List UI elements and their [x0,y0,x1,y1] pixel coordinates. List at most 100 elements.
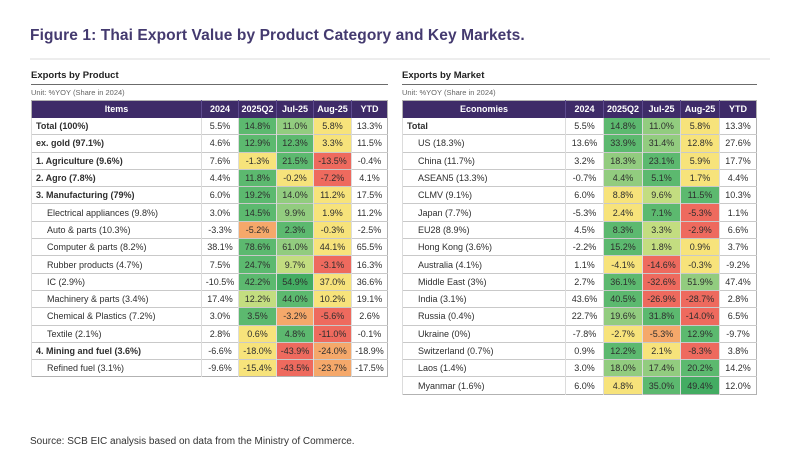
value-cell: 4.6% [201,134,239,153]
row-label: Total (100%) [31,117,202,135]
value-cell: -9.2% [719,255,757,274]
table-row: 2. Agro (7.8%) 4.4% 11.8% -0.2% -7.2% 4.1% [31,168,388,187]
value-cell: -3.2% [276,307,314,326]
value-cell: 0.6% [238,324,277,343]
value-cell: 5.8% [680,117,720,135]
source-note: Source: SCB EIC analysis based on data f… [30,436,355,447]
value-cell: 36.1% [603,272,643,291]
value-cell: 11.0% [276,117,314,135]
value-cell: 14.8% [238,117,277,135]
table-row: Textile (2.1%) 2.8% 0.6% 4.8% -11.0% -0.1% [31,324,388,343]
table-row: Ukraine (0%) -7.8% -2.7% -5.3% 12.9% -9.7% [402,324,757,343]
value-cell: 3.0% [565,359,604,377]
column-header-2025q2: 2025Q2 [238,100,277,118]
row-label: 4. Mining and fuel (3.6%) [31,341,202,360]
value-cell: 3.5% [238,307,277,326]
value-cell: 14.2% [719,359,757,377]
value-cell: 18.0% [603,359,643,377]
row-label: Chemical & Plastics (7.2%) [31,307,202,326]
panel-rule-product [31,84,388,85]
value-cell: 14.0% [276,186,314,204]
value-cell: 3.8% [719,341,757,360]
value-cell: 3.0% [201,203,239,222]
value-cell: 12.9% [238,134,277,153]
market-heatmap-table: Economies 2024 2025Q2 Jul-25 Aug-25 YTD Total 5… [402,100,757,395]
table-row: Japan (7.7%) -5.3% 2.4% 7.1% -5.3% 1.1% [402,203,757,222]
title-divider [30,58,770,60]
row-label: Refined fuel (3.1%) [31,359,202,377]
value-cell: 12.3% [276,134,314,153]
value-cell: 3.2% [565,151,604,170]
value-cell: 12.2% [238,289,277,308]
product-heatmap-table: Items 2024 2025Q2 Jul-25 Aug-25 YTD Total (100… [31,100,388,378]
value-cell: 3.0% [201,307,239,326]
value-cell: 4.4% [719,168,757,187]
value-cell: -3.1% [313,255,352,274]
value-cell: 9.9% [276,203,314,222]
value-cell: 9.6% [642,186,681,204]
value-cell: 22.7% [565,307,604,326]
value-cell: 44.1% [313,238,352,256]
unit-label-market: Unit: %YOY (Share in 2024) [402,88,496,97]
value-cell: 1.8% [642,238,681,256]
value-cell: 0.9% [680,238,720,256]
table-row: Chemical & Plastics (7.2%) 3.0% 3.5% -3.2% -… [31,307,388,326]
row-label: Computer & parts (8.2%) [31,238,202,256]
value-cell: -4.1% [603,255,643,274]
value-cell: 17.4% [642,359,681,377]
value-cell: -2.9% [680,220,720,239]
value-cell: 31.4% [642,134,681,153]
row-label: Japan (7.7%) [402,203,566,222]
value-cell: -11.0% [313,324,352,343]
value-cell: 3.3% [313,134,352,153]
table-row: Refined fuel (3.1%) -9.6% -15.4% -43.5% -23.… [31,359,388,377]
value-cell: -15.4% [238,359,277,377]
value-cell: -9.6% [201,359,239,377]
value-cell: 13.6% [565,134,604,153]
value-cell: 18.3% [603,151,643,170]
value-cell: 43.6% [565,289,604,308]
value-cell: 1.7% [680,168,720,187]
value-cell: 6.0% [201,186,239,204]
value-cell: 19.6% [603,307,643,326]
value-cell: -0.7% [565,168,604,187]
table-row: ASEAN5 (13.3%) -0.7% 4.4% 5.1% 1.7% 4.4% [402,168,757,187]
value-cell: -18.0% [238,341,277,360]
value-cell: 19.1% [351,289,388,308]
row-label: Laos (1.4%) [402,359,566,377]
row-label: CLMV (9.1%) [402,186,566,204]
value-cell: -5.3% [642,324,681,343]
value-cell: -1.3% [238,151,277,170]
value-cell: 7.5% [201,255,239,274]
value-cell: -7.2% [313,168,352,187]
value-cell: 8.8% [603,186,643,204]
panel-title-product: Exports by Product [31,70,119,81]
value-cell: -43.9% [276,341,314,360]
value-cell: 17.7% [719,151,757,170]
value-cell: 12.9% [680,324,720,343]
value-cell: -0.1% [351,324,388,343]
value-cell: -0.3% [313,220,352,239]
row-label: EU28 (8.9%) [402,220,566,239]
value-cell: 2.6% [351,307,388,326]
value-cell: 5.9% [680,151,720,170]
unit-label-product: Unit: %YOY (Share in 2024) [31,88,125,97]
value-cell: 4.1% [351,168,388,187]
exports-by-product-panel: Exports by Product Unit: %YOY (Share in … [31,70,388,378]
value-cell: 14.5% [238,203,277,222]
value-cell: 13.3% [351,117,388,135]
row-label: 3. Manufacturing (79%) [31,186,202,204]
value-cell: -0.4% [351,151,388,170]
value-cell: -7.8% [565,324,604,343]
column-header-2024: 2024 [565,100,604,118]
table-row: Machinery & parts (3.4%) 17.4% 12.2% 44.0% 1… [31,289,388,308]
value-cell: -0.2% [276,168,314,187]
table-row: EU28 (8.9%) 4.5% 8.3% 3.3% -2.9% 6.6% [402,220,757,239]
table-row: 4. Mining and fuel (3.6%) -6.6% -18.0% -43.… [31,341,388,360]
value-cell: -17.5% [351,359,388,377]
value-cell: 49.4% [680,376,720,395]
value-cell: 24.7% [238,255,277,274]
column-header-2025q2: 2025Q2 [603,100,643,118]
value-cell: 51.9% [680,272,720,291]
table-row: 3. Manufacturing (79%) 6.0% 19.2% 14.0% 11.2… [31,186,388,204]
